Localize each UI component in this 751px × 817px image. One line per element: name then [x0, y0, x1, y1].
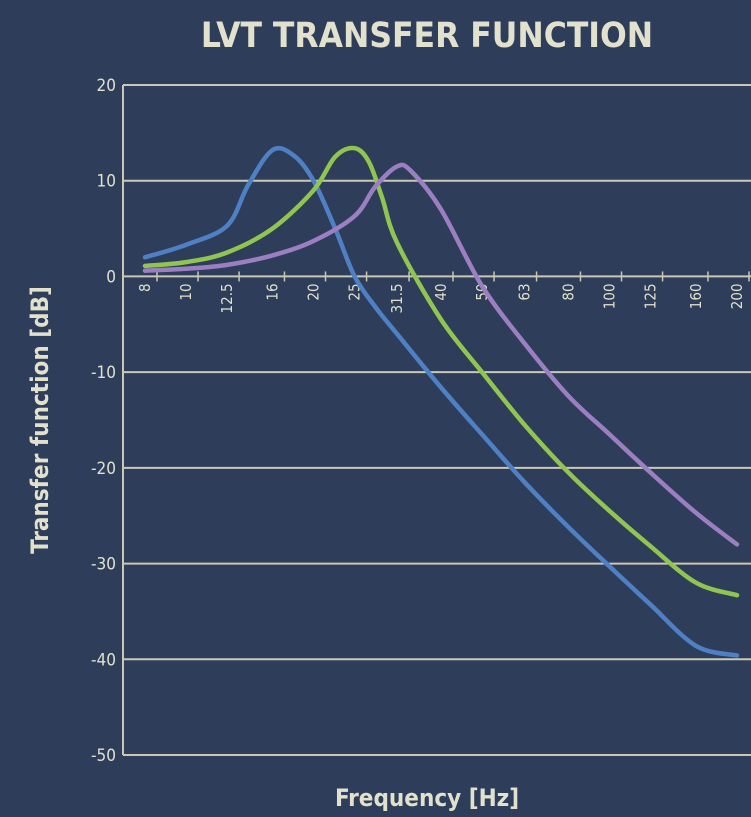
x-tick-label: 12.5 [218, 283, 236, 313]
y-tick-label: 20 [97, 76, 116, 96]
y-tick-label: -50 [91, 746, 116, 766]
x-tick-label: 63 [516, 283, 534, 300]
x-tick-label: 125 [642, 283, 660, 309]
y-tick-label: -40 [91, 650, 116, 670]
y-tick-label: 0 [106, 267, 116, 287]
x-axis-label: Frequency [Hz] [335, 784, 519, 812]
x-tick-label: 100 [601, 283, 619, 309]
x-tick-label: 40 [432, 283, 450, 300]
x-tick-label: 200 [728, 283, 746, 309]
y-tick-label: 10 [97, 172, 116, 192]
y-tick-label: -30 [91, 555, 116, 575]
y-tick-label: -10 [91, 363, 116, 383]
y-axis-label: Transfer function [dB] [26, 286, 54, 554]
x-tick-label: 20 [305, 283, 323, 300]
x-tick-label: 80 [559, 283, 577, 300]
x-tick-label: 10 [177, 283, 195, 300]
gridlines [123, 84, 751, 756]
series-line-3 [142, 162, 740, 547]
x-tick-label: 160 [687, 283, 705, 309]
series-line-2 [142, 145, 740, 598]
chart-title: LVT TRANSFER FUNCTION [201, 16, 653, 56]
y-tick-label: -20 [91, 459, 116, 479]
series-line-1 [142, 145, 740, 658]
x-tick-label: 8 [136, 283, 154, 292]
series-lines [142, 145, 740, 658]
x-tick-label: 16 [263, 283, 281, 300]
x-tick-label: 31.5 [388, 283, 406, 313]
